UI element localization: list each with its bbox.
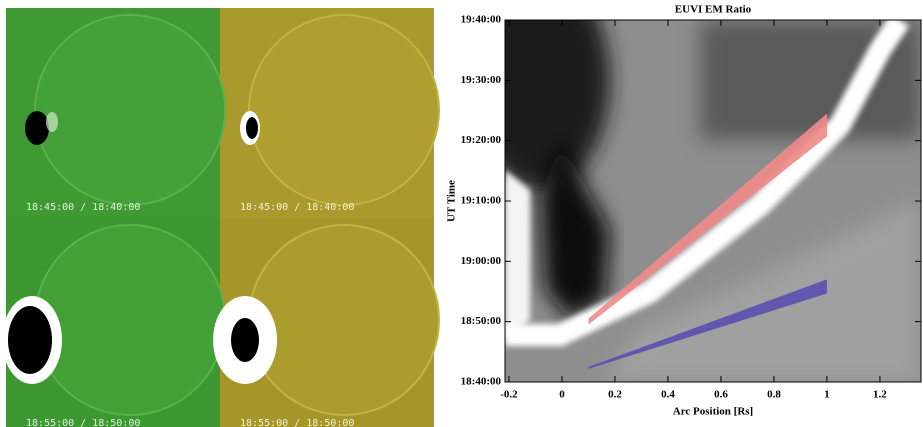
band	[588, 113, 827, 325]
y-axis-label: UT Time	[446, 180, 458, 222]
y-tick-label: 19:10:00	[461, 195, 502, 207]
y-tick-label: 19:20:00	[461, 134, 502, 146]
x-axis-label: Arc Position [Rs]	[673, 406, 753, 418]
x-tick-label: 0	[559, 389, 565, 401]
plot-image	[505, 20, 921, 382]
x-tick-label: 0.4	[661, 389, 675, 401]
y-tick-label: 19:00:00	[461, 255, 502, 267]
x-tick-label: 0.8	[767, 389, 781, 401]
y-tick-label: 18:50:00	[461, 315, 502, 327]
y-tick-label: 18:40:00	[461, 376, 502, 388]
x-tick-label: 0.2	[608, 389, 622, 401]
panel-label: 18:45:00 / 18:40:00	[26, 202, 140, 213]
panel-label: 18:45:00 / 18:40:00	[240, 202, 354, 213]
band	[588, 279, 827, 369]
image-panels: 18:45:00 / 18:40:00 18:45:00 / 18:40:00 …	[2, 8, 440, 427]
panel-label: 18:55:00 / 18:50:00	[26, 418, 140, 427]
x-tick-label: -0.2	[500, 389, 518, 401]
x-tick-label: 1	[824, 389, 830, 401]
y-tick-label: 19:40:00	[461, 14, 502, 26]
x-tick-label: 1.2	[873, 389, 887, 401]
y-tick-label: 19:30:00	[461, 74, 502, 86]
x-tick-label: 0.6	[714, 389, 728, 401]
panel-label: 18:55:00 / 18:50:00	[240, 418, 354, 427]
chart-title: EUVI EM Ratio	[675, 4, 752, 16]
